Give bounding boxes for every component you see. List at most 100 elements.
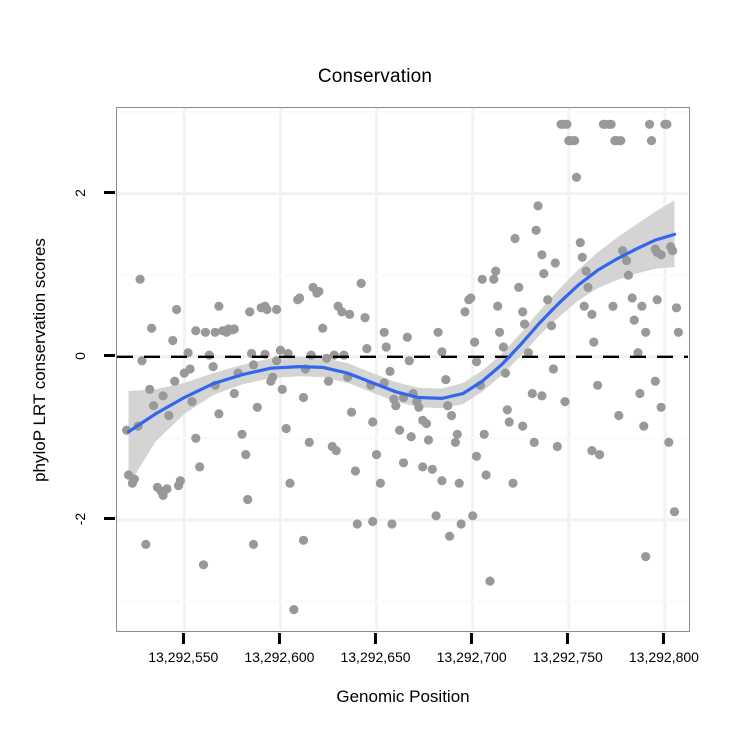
scatter-point <box>285 478 295 488</box>
scatter-point <box>445 531 455 541</box>
scatter-point <box>668 246 678 256</box>
scatter-point <box>391 401 401 411</box>
scatter-point <box>141 539 151 549</box>
scatter-point <box>339 350 349 360</box>
scatter-point <box>527 388 537 399</box>
scatter-point <box>360 313 370 323</box>
scatter-point <box>514 282 524 292</box>
scatter-point <box>245 307 255 317</box>
scatter-point <box>560 397 570 407</box>
scatter-point <box>520 319 530 329</box>
scatter-point <box>454 478 464 488</box>
y-axis-tick-label: -2 <box>72 512 88 526</box>
scatter-point <box>533 201 543 211</box>
y-axis-tick-label-wrap: 2 <box>60 183 100 203</box>
scatter-point <box>381 342 391 352</box>
scatter-point <box>406 432 416 442</box>
scatter-point <box>587 446 597 456</box>
scatter-point <box>570 136 580 146</box>
scatter-point <box>518 421 528 431</box>
scatter-point <box>148 401 159 411</box>
scatter-point <box>481 470 491 480</box>
x-axis-tick-mark <box>566 633 570 644</box>
scatter-point <box>550 258 560 268</box>
scatter-point <box>352 519 362 529</box>
scatter-point <box>450 437 460 447</box>
scatter-point <box>587 309 597 319</box>
x-axis-tick-label: 13,292,750 <box>532 649 603 665</box>
scatter-point <box>229 388 239 399</box>
scatter-point <box>523 348 533 358</box>
x-axis-tick-label: 13,292,600 <box>244 649 315 665</box>
scatter-point <box>637 301 647 311</box>
scatter-point <box>262 304 272 315</box>
y-axis-tick-label-wrap: -2 <box>60 509 100 529</box>
scatter-point <box>595 450 605 460</box>
scatter-point <box>414 402 424 412</box>
scatter-point <box>204 350 214 360</box>
scatter-point <box>185 364 195 374</box>
scatter-point <box>583 282 593 292</box>
y-axis-tick-label: 0 <box>72 351 88 360</box>
scatter-point <box>210 327 220 337</box>
scatter-point <box>635 388 645 399</box>
scatter-point <box>456 519 466 529</box>
scatter-point <box>195 462 205 472</box>
scatter-point <box>322 353 332 363</box>
scatter-point <box>508 478 518 488</box>
scatter-point <box>575 238 585 248</box>
scatter-point <box>466 293 476 303</box>
scatter-point <box>656 250 666 260</box>
scatter-point <box>593 380 603 390</box>
x-axis-tick-mark <box>470 633 474 644</box>
plot-panel <box>116 107 690 632</box>
x-axis-tick-label: 13,292,550 <box>148 649 219 665</box>
scatter-point <box>404 356 414 366</box>
scatter-point <box>298 535 309 545</box>
scatter-point <box>200 327 210 337</box>
scatter-point <box>427 464 437 474</box>
scatter-point <box>646 136 657 146</box>
scatter-point <box>252 402 262 412</box>
scatter-point <box>656 402 666 412</box>
scatter-point <box>162 484 172 494</box>
scatter-point <box>248 539 259 549</box>
scatter-point <box>375 478 385 488</box>
scatter-point <box>421 419 432 429</box>
scatter-point <box>589 337 599 347</box>
scatter-point <box>168 335 178 346</box>
scatter-point <box>248 360 259 370</box>
scatter-point <box>531 225 541 235</box>
x-axis-tick-mark <box>277 633 281 644</box>
scatter-point <box>471 451 482 461</box>
scatter-point <box>485 576 495 586</box>
y-axis-tick-mark <box>104 354 115 358</box>
scatter-point <box>546 321 557 331</box>
scatter-point <box>443 401 453 411</box>
scatter-point <box>562 119 572 129</box>
scatter-point <box>608 301 618 311</box>
scatter-point <box>304 437 314 447</box>
x-axis-title: Genomic Position <box>336 687 470 706</box>
scatter-point <box>571 172 582 182</box>
scatter-point <box>281 423 291 434</box>
scatter-point <box>431 511 441 521</box>
scatter-point <box>175 476 185 486</box>
scatter-point <box>356 278 366 288</box>
scatter-point <box>314 286 324 297</box>
scatter-point <box>135 274 145 284</box>
scatter-point <box>214 409 224 419</box>
scatter-point <box>371 450 382 460</box>
scatter-point <box>641 327 651 337</box>
scatter-point <box>147 323 157 333</box>
scatter-point <box>500 368 510 378</box>
scatter-point <box>639 421 649 431</box>
smooth-trend-line <box>126 232 677 434</box>
scatter-point <box>662 119 672 129</box>
scatter-point <box>164 410 174 421</box>
scatter-point <box>229 324 239 334</box>
scatter-point <box>350 466 360 476</box>
scatter-point <box>158 391 168 401</box>
scatter-point <box>237 429 247 439</box>
x-axis-tick-label: 13,292,700 <box>436 649 507 665</box>
